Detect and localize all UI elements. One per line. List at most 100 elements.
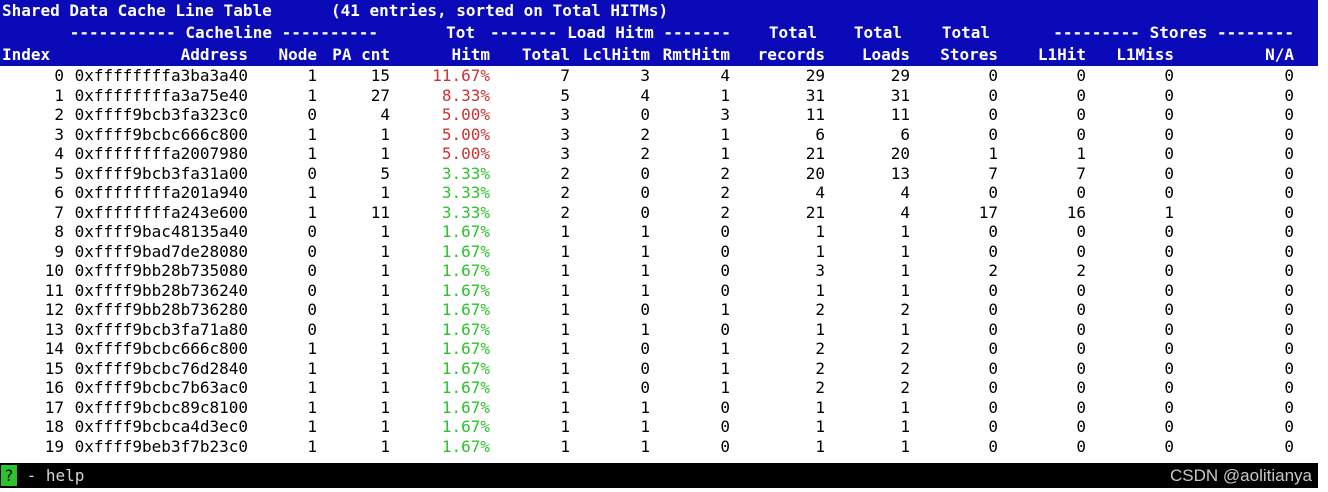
cell-pa-cnt: 1 xyxy=(380,417,390,436)
col-header-pa-cnt: PA cnt xyxy=(317,44,390,66)
table-row[interactable]: 16 0xffff9bcbc7b63ac0 1 1 1.67% 1 0 1 2 2 0 0 0 0 xyxy=(0,378,1318,398)
cell-total: 1 xyxy=(560,261,570,280)
cell-records: 31 xyxy=(805,85,826,105)
cell-l1miss: 0 xyxy=(1164,339,1175,358)
cell-l1miss: 0 xyxy=(1164,222,1175,241)
table-row[interactable]: 0 0xffffffffa3ba3a40 1 15 11.67% 7 3 4 29 29 0 0 0 0 xyxy=(0,66,1318,86)
cell-stores: 0 xyxy=(988,378,999,397)
table-row[interactable]: 15 0xffff9bcbc76d2840 1 1 1.67% 1 0 1 2 2 0 0 0 0 xyxy=(0,359,1318,379)
cell-total: 2 xyxy=(560,183,570,202)
cell-records: 1 xyxy=(815,241,826,261)
cell-na: 0 xyxy=(1284,436,1295,456)
cell-node: 1 xyxy=(307,202,317,222)
cell-records: 1 xyxy=(815,222,826,241)
cell-hitm: 3.33% xyxy=(441,163,490,183)
cell-na: 0 xyxy=(1284,144,1295,163)
table-row[interactable]: 2 0xffff9bcb3fa323c0 0 4 5.00% 3 0 3 11 11 0 0 0 0 xyxy=(0,105,1318,125)
table-row[interactable]: 12 0xffff9bb28b736280 0 1 1.67% 1 0 1 2 2 0 0 0 0 xyxy=(0,300,1318,320)
cell-address: 0xffff9bcb3fa31a00 xyxy=(74,163,248,183)
cell-stores: 0 xyxy=(988,319,999,339)
cell-address: 0xffff9bcbc666c800 xyxy=(74,124,248,144)
cell-node: 0 xyxy=(307,319,317,339)
cacheline-table: ----------- Cacheline ---------- Tot ---… xyxy=(0,22,1319,456)
cell-index: 13 xyxy=(44,319,64,339)
table-row[interactable]: 10 0xffff9bb28b735080 0 1 1.67% 1 1 0 3 1 2 2 0 0 xyxy=(0,261,1318,281)
col-header-l1hit: L1Hit xyxy=(998,44,1087,66)
col-header-node: Node xyxy=(248,44,317,66)
table-row[interactable]: 3 0xffff9bcbc666c800 1 1 5.00% 3 2 1 6 6 0 0 0 0 xyxy=(0,125,1318,145)
table-row[interactable]: 1 0xffffffffa3a75e40 1 27 8.33% 5 4 1 31 31 0 0 0 0 xyxy=(0,86,1318,106)
cell-rmt-hitm: 1 xyxy=(720,144,731,163)
cell-index: 3 xyxy=(54,124,64,144)
cell-total: 1 xyxy=(560,280,570,300)
cell-records: 21 xyxy=(805,202,826,222)
cell-rmt-hitm: 0 xyxy=(720,397,731,417)
table-row[interactable]: 6 0xffffffffa201a940 1 1 3.33% 2 0 2 4 4 0 0 0 0 xyxy=(0,183,1318,203)
table-row[interactable]: 17 0xffff9bcbc89c8100 1 1 1.67% 1 1 0 1 1 0 0 0 0 xyxy=(0,398,1318,418)
table-row[interactable]: 9 0xffff9bad7de28080 0 1 1.67% 1 1 0 1 1 0 0 0 0 xyxy=(0,242,1318,262)
table-row[interactable]: 4 0xffffffffa2007980 1 1 5.00% 3 2 1 21 20 1 1 0 0 xyxy=(0,144,1318,164)
cell-address: 0xffff9bb28b735080 xyxy=(74,261,248,280)
table-row[interactable]: 13 0xffff9bcb3fa71a80 0 1 1.67% 1 1 0 1 1 0 0 0 0 xyxy=(0,320,1318,340)
cell-address: 0xffff9bcbc7b63ac0 xyxy=(74,378,248,397)
cell-rmt-hitm: 1 xyxy=(720,85,731,105)
cell-total: 2 xyxy=(560,202,570,222)
cell-rmt-hitm: 1 xyxy=(720,358,731,378)
cell-lcl-hitm: 1 xyxy=(640,241,650,261)
table-row[interactable]: 14 0xffff9bcbc666c800 1 1 1.67% 1 0 1 2 2 0 0 0 0 xyxy=(0,339,1318,359)
cell-rmt-hitm: 0 xyxy=(720,241,731,261)
cell-pa-cnt: 1 xyxy=(380,241,390,261)
cell-loads: 2 xyxy=(900,358,911,378)
cell-loads: 1 xyxy=(900,436,911,456)
cell-total: 1 xyxy=(560,378,570,397)
cell-loads: 2 xyxy=(900,300,911,319)
cell-l1miss: 0 xyxy=(1164,319,1175,339)
cell-na: 0 xyxy=(1284,66,1295,85)
table-row[interactable]: 8 0xffff9bac48135a40 0 1 1.67% 1 1 0 1 1 0 0 0 0 xyxy=(0,222,1318,242)
cell-l1miss: 0 xyxy=(1164,105,1175,124)
cell-index: 9 xyxy=(54,241,64,261)
cell-rmt-hitm: 0 xyxy=(720,280,731,300)
cell-rmt-hitm: 1 xyxy=(720,124,731,144)
group-header-total-loads: Total xyxy=(825,22,911,44)
cell-pa-cnt: 1 xyxy=(380,436,390,456)
cell-node: 0 xyxy=(307,222,317,241)
table-row[interactable]: 5 0xffff9bcb3fa31a00 0 5 3.33% 2 0 2 20 13 7 7 0 0 xyxy=(0,164,1318,184)
group-header-tot: Tot xyxy=(390,22,490,44)
cell-pa-cnt: 1 xyxy=(380,261,390,280)
cell-l1hit: 0 xyxy=(1076,436,1087,456)
cell-na: 0 xyxy=(1284,85,1295,105)
cell-total: 1 xyxy=(560,300,570,319)
table-row[interactable]: 18 0xffff9bcbca4d3ec0 1 1 1.67% 1 1 0 1 1 0 0 0 0 xyxy=(0,417,1318,437)
cell-loads: 1 xyxy=(900,280,911,300)
table-row[interactable]: 11 0xffff9bb28b736240 0 1 1.67% 1 1 0 1 1 0 0 0 0 xyxy=(0,281,1318,301)
cell-l1hit: 1 xyxy=(1076,144,1087,163)
cell-l1miss: 0 xyxy=(1164,436,1175,456)
cell-index: 7 xyxy=(54,202,64,222)
cell-na: 0 xyxy=(1284,202,1295,222)
table-row[interactable]: 7 0xffffffffa243e600 1 11 3.33% 2 0 2 21 4 17 16 1 0 xyxy=(0,203,1318,223)
cell-stores: 0 xyxy=(988,417,999,436)
cell-node: 1 xyxy=(307,378,317,397)
cell-loads: 4 xyxy=(900,183,911,202)
cell-index: 15 xyxy=(44,358,64,378)
cell-pa-cnt: 1 xyxy=(380,358,390,378)
cell-index: 19 xyxy=(44,436,64,456)
cell-l1miss: 0 xyxy=(1164,163,1175,183)
cell-pa-cnt: 1 xyxy=(380,144,390,163)
cell-l1miss: 0 xyxy=(1164,124,1175,144)
cell-l1hit: 0 xyxy=(1076,66,1087,85)
cell-node: 1 xyxy=(307,85,317,105)
cell-address: 0xffff9beb3f7b23c0 xyxy=(74,436,248,456)
cell-records: 3 xyxy=(815,261,826,280)
cell-rmt-hitm: 2 xyxy=(720,183,731,202)
cell-l1hit: 16 xyxy=(1066,202,1087,222)
table-body: 0 0xffffffffa3ba3a40 1 15 11.67% 7 3 4 29 29 0 0 0 0 1… xyxy=(0,66,1318,456)
cell-stores: 0 xyxy=(988,105,999,124)
cell-pa-cnt: 11 xyxy=(370,202,390,222)
cell-l1miss: 0 xyxy=(1164,300,1175,319)
table-row[interactable]: 19 0xffff9beb3f7b23c0 1 1 1.67% 1 1 0 1 1 0 0 0 0 xyxy=(0,437,1318,457)
help-key-badge[interactable]: ? xyxy=(1,465,17,486)
cell-total: 3 xyxy=(560,124,570,144)
cell-lcl-hitm: 1 xyxy=(640,280,650,300)
